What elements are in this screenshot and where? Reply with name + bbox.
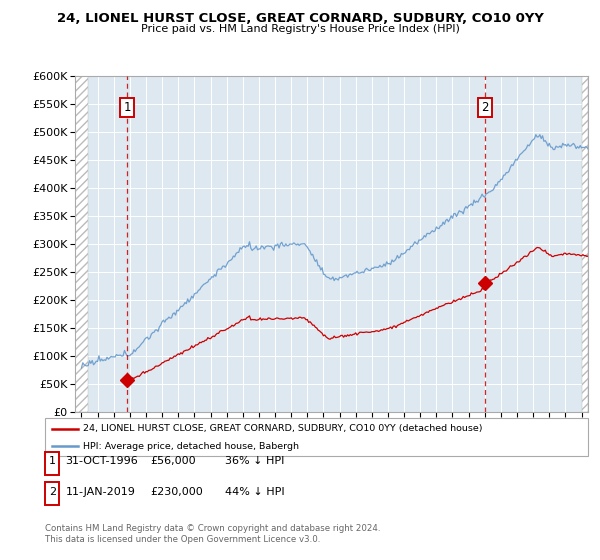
Text: 36% ↓ HPI: 36% ↓ HPI	[225, 456, 284, 466]
Bar	[581, 76, 588, 412]
Text: £230,000: £230,000	[150, 487, 203, 497]
Text: 11-JAN-2019: 11-JAN-2019	[65, 487, 135, 497]
Text: Contains HM Land Registry data © Crown copyright and database right 2024.: Contains HM Land Registry data © Crown c…	[45, 524, 380, 533]
Text: 1: 1	[124, 101, 131, 114]
Text: 24, LIONEL HURST CLOSE, GREAT CORNARD, SUDBURY, CO10 0YY (detached house): 24, LIONEL HURST CLOSE, GREAT CORNARD, S…	[83, 424, 482, 433]
Text: 1: 1	[49, 456, 56, 466]
Text: This data is licensed under the Open Government Licence v3.0.: This data is licensed under the Open Gov…	[45, 535, 320, 544]
Text: 2: 2	[481, 101, 489, 114]
Text: 31-OCT-1996: 31-OCT-1996	[65, 456, 138, 466]
Bar	[75, 76, 88, 412]
Text: 44% ↓ HPI: 44% ↓ HPI	[225, 487, 284, 497]
Text: 2: 2	[49, 487, 56, 497]
Text: HPI: Average price, detached house, Babergh: HPI: Average price, detached house, Babe…	[83, 442, 299, 451]
Text: £56,000: £56,000	[150, 456, 196, 466]
Text: Price paid vs. HM Land Registry's House Price Index (HPI): Price paid vs. HM Land Registry's House …	[140, 24, 460, 34]
Text: 24, LIONEL HURST CLOSE, GREAT CORNARD, SUDBURY, CO10 0YY: 24, LIONEL HURST CLOSE, GREAT CORNARD, S…	[56, 12, 544, 25]
